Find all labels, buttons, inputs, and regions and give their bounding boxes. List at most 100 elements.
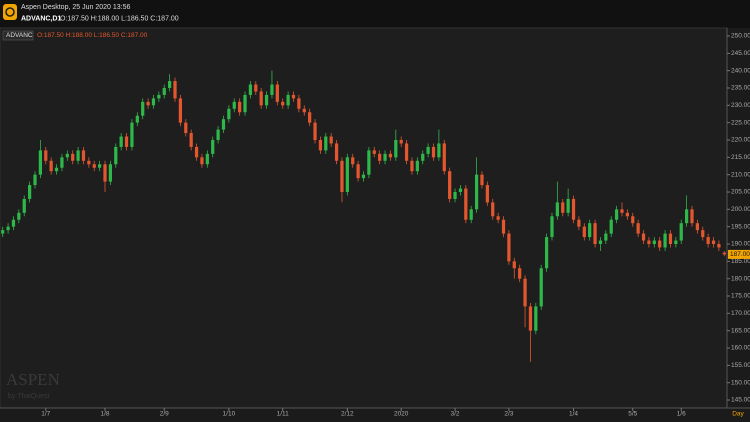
candle-body <box>60 157 64 168</box>
y-tick-label: 180.00 <box>731 275 750 282</box>
y-tick-label: 160.00 <box>731 345 750 352</box>
x-tick-label: 3/2 <box>451 411 460 418</box>
candle-body <box>609 219 613 234</box>
candle-body <box>11 219 16 227</box>
candle-body <box>264 94 269 106</box>
candle-body <box>512 261 516 269</box>
candle-body <box>383 153 387 161</box>
candle-body <box>87 160 91 165</box>
candle-body <box>205 153 209 165</box>
y-tick-label: 230.00 <box>731 102 750 109</box>
y-tick-label: 250.00 <box>731 33 750 40</box>
y-tick-label: 175.00 <box>731 293 750 300</box>
candle-body <box>550 216 554 238</box>
y-tick-label: 170.00 <box>731 310 750 317</box>
candle-body <box>130 122 134 147</box>
chart-symbol: ADVANC <box>6 32 33 39</box>
candle-body <box>507 233 511 262</box>
y-tick-label: 235.00 <box>731 85 750 92</box>
x-tick-label: 2/3 <box>504 411 513 418</box>
y-tick-label: 150.00 <box>731 379 750 386</box>
chart-ohlc: O:187.50 H:188.00 L:186.50 C:187.00 <box>37 32 148 39</box>
candle-body <box>458 188 463 192</box>
candle-body <box>722 252 726 255</box>
candle-body <box>162 87 166 95</box>
candle-body <box>71 153 75 161</box>
candle-body <box>372 150 376 154</box>
candle-body <box>345 157 349 192</box>
candle-body <box>394 139 398 158</box>
y-tick-label: 220.00 <box>731 137 750 144</box>
symbol-tag <box>2 30 34 41</box>
window-title: Aspen Desktop, 25 Jun 2020 13:56 <box>21 4 130 11</box>
candle-body <box>184 122 188 134</box>
candle-body <box>399 139 403 144</box>
candle-body <box>254 84 258 92</box>
candle-body <box>291 94 296 99</box>
candle-body <box>248 84 253 95</box>
candle-body <box>614 209 619 220</box>
y-tick-label: 215.00 <box>731 154 750 161</box>
candle-body <box>44 150 48 161</box>
candle-body <box>173 81 177 99</box>
candle-body <box>6 226 10 231</box>
candle-body <box>598 240 603 245</box>
candle-body <box>302 108 306 113</box>
candle-body <box>518 268 522 279</box>
x-tick-label: 1/4 <box>569 411 578 418</box>
candle-body <box>1 230 5 234</box>
candle-body <box>469 209 473 220</box>
candle-body <box>334 143 339 161</box>
candle-body <box>286 94 290 106</box>
candle-body <box>717 244 721 248</box>
y-tick-label: 245.00 <box>731 50 750 57</box>
candle-body <box>324 136 328 151</box>
y-tick-label: 145.00 <box>731 397 750 404</box>
candle-body <box>491 202 495 217</box>
y-tick-label: 205.00 <box>731 189 750 196</box>
candle-body <box>561 202 565 213</box>
candle-body <box>189 133 193 147</box>
candle-body <box>582 226 586 238</box>
ohlc: O:187.50 H:188.00 L:186.50 C:187.00 <box>60 15 179 22</box>
candle-body <box>108 164 113 182</box>
last-price-box <box>728 249 750 259</box>
candle-body <box>453 191 457 199</box>
title-bar <box>0 0 750 28</box>
candle-body <box>528 306 533 331</box>
watermark-brand: ASPEN <box>6 370 60 389</box>
candle-body <box>281 101 285 106</box>
candle-body <box>22 198 26 213</box>
candle-body <box>588 223 592 238</box>
candle-body <box>501 219 506 234</box>
candle-body <box>313 122 317 140</box>
candle-body <box>539 268 543 307</box>
y-tick-label: 240.00 <box>731 67 750 74</box>
candle-body <box>157 94 161 99</box>
candle-body <box>361 174 366 179</box>
x-tick-label: 2020 <box>394 411 409 418</box>
candle-body <box>141 101 145 116</box>
candle-body <box>33 174 37 186</box>
symbol: ADVANC,D1 <box>21 15 61 22</box>
candle-body <box>178 98 183 123</box>
candle-body <box>275 84 279 102</box>
candle-body <box>308 112 312 123</box>
candle-body <box>448 171 452 199</box>
candle-body <box>652 240 656 245</box>
candle-body <box>641 233 646 241</box>
candle-body <box>259 91 263 106</box>
x-tick-label: 2/9 <box>160 411 169 418</box>
candle-body <box>378 153 382 161</box>
candle-body <box>216 129 220 140</box>
candle-body <box>701 230 705 238</box>
candle-body <box>103 164 107 182</box>
candle-body <box>474 174 479 210</box>
candle-body <box>695 223 699 231</box>
candle-body <box>135 115 139 123</box>
x-tick-label: 1/8 <box>100 411 109 418</box>
y-tick-label: 195.00 <box>731 223 750 230</box>
candle-body <box>65 153 69 158</box>
candle-body <box>437 143 441 158</box>
